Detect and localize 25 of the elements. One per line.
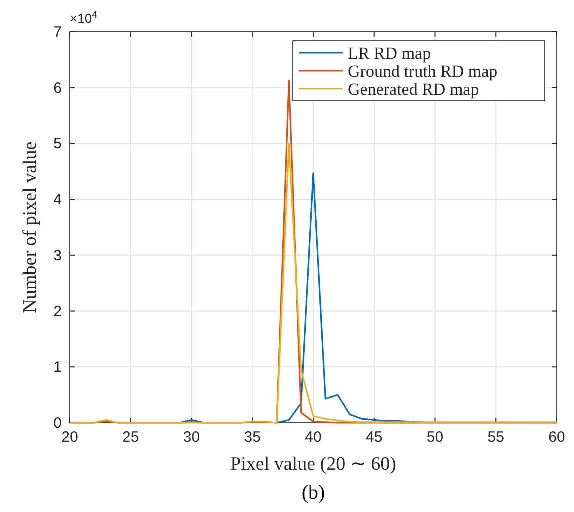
legend-label: Generated RD map xyxy=(348,80,480,99)
x-tick-label: 35 xyxy=(244,429,261,446)
x-tick-label: 30 xyxy=(183,429,200,446)
x-tick-label: 55 xyxy=(488,429,504,446)
y-axis-title: Number of pixel value xyxy=(20,142,41,314)
legend-label: Ground truth RD map xyxy=(348,62,498,81)
y-tick-label: 3 xyxy=(54,247,62,264)
y-tick-label: 4 xyxy=(54,192,62,209)
y-tick-label: 6 xyxy=(54,80,62,97)
text: (b) xyxy=(302,482,326,504)
x-tick-label: 20 xyxy=(62,429,78,446)
x-tick-label: 40 xyxy=(305,429,322,446)
x-tick-label: 60 xyxy=(548,429,566,446)
y-tick-label: 7 xyxy=(54,24,62,41)
x-axis-title: Pixel value (20 ∼ 60) xyxy=(230,454,396,475)
legend-label: LR RD map xyxy=(348,44,432,63)
x-tick-label: 45 xyxy=(366,429,383,446)
x-tick-label: 50 xyxy=(426,429,444,446)
line-series xyxy=(69,142,558,424)
y-tick-label: 0 xyxy=(54,415,62,432)
text: ×10$^{4}$ xyxy=(70,10,98,26)
y-tick-label: 1 xyxy=(54,359,62,376)
y-tick-label: 5 xyxy=(54,136,62,153)
x-tick-label: 25 xyxy=(122,429,140,446)
y-tick-label: 2 xyxy=(54,303,62,320)
